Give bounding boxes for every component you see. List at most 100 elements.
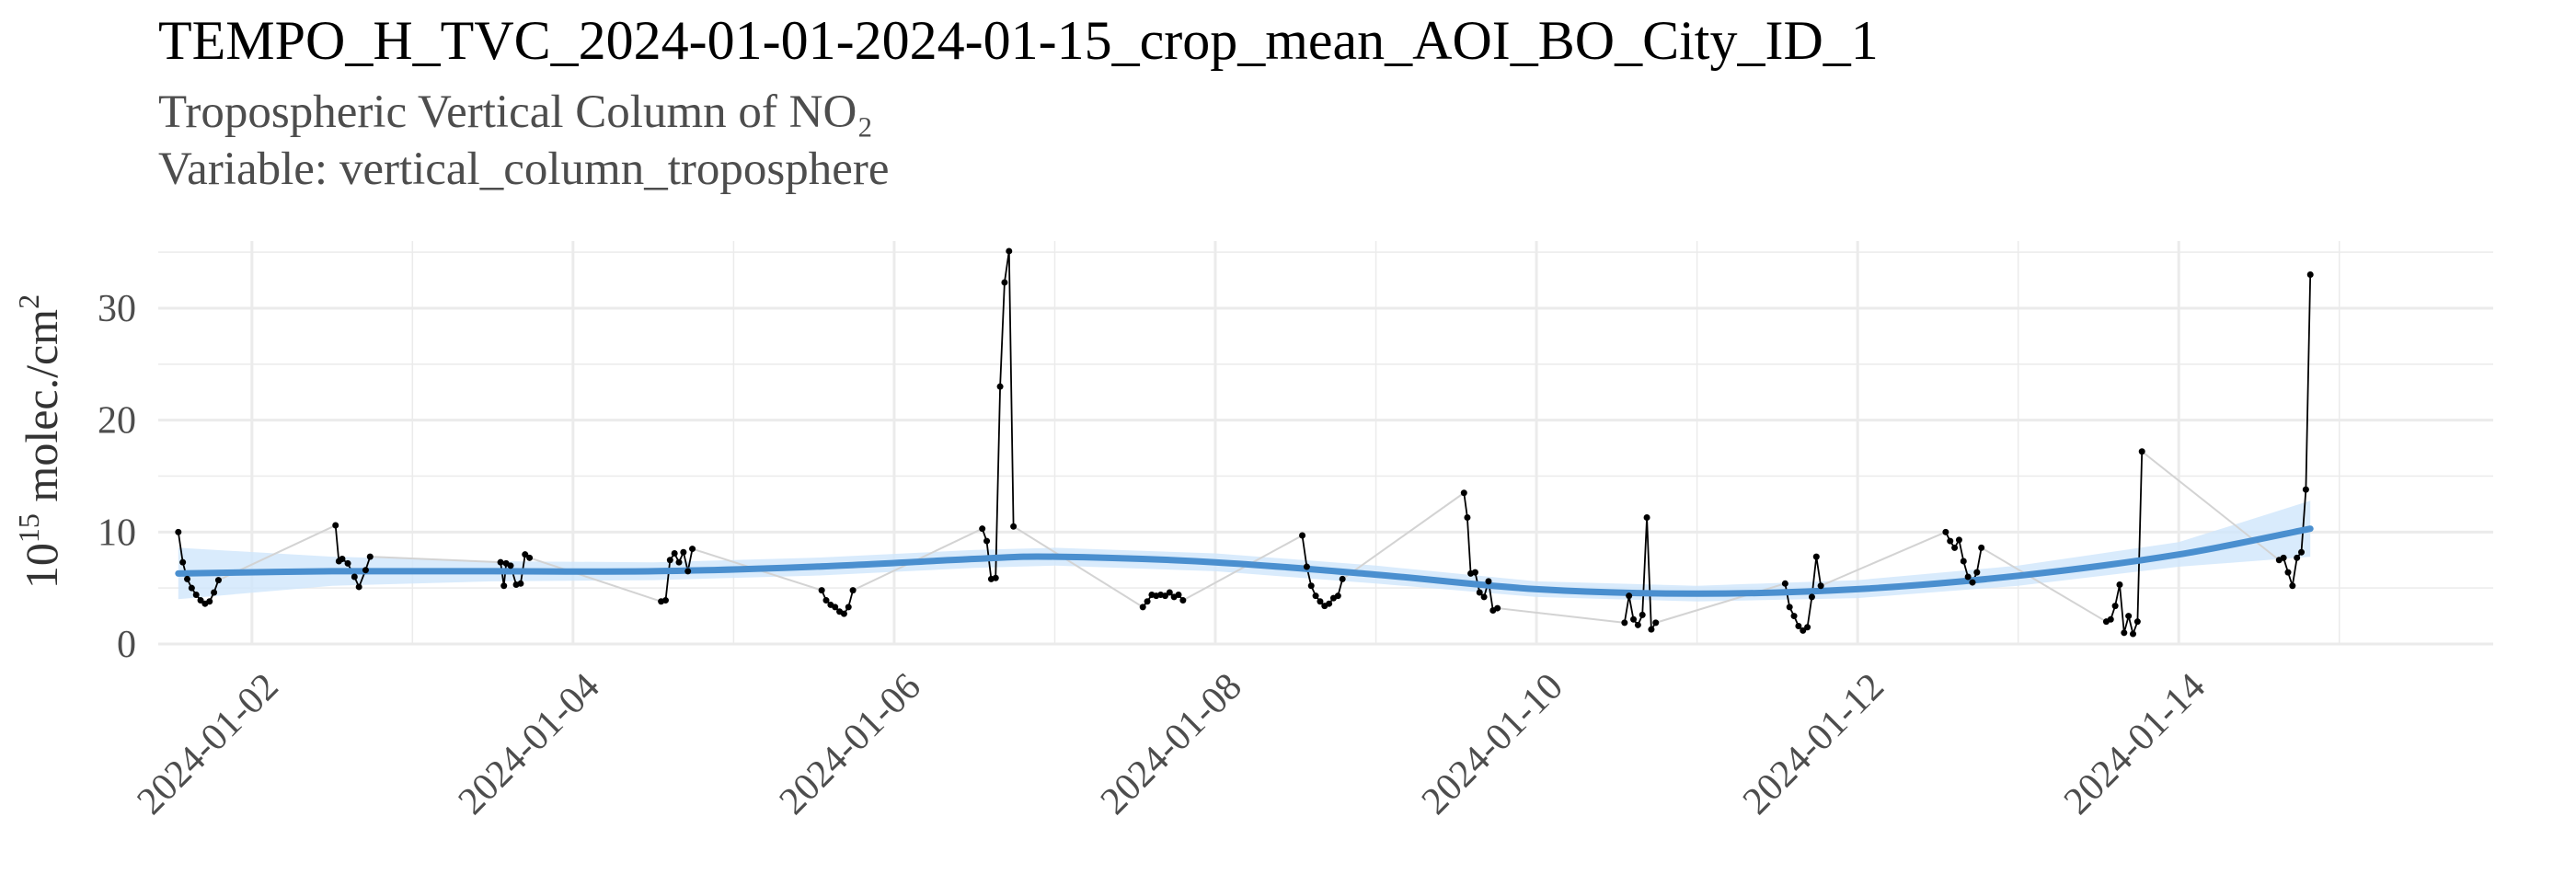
smooth-line-layer [175, 525, 2314, 597]
data-point [2302, 486, 2309, 493]
data-point [983, 537, 991, 545]
data-point [979, 525, 986, 533]
data-point [2284, 569, 2292, 576]
data-point [675, 558, 683, 566]
data-point [1800, 627, 1807, 634]
gap-connector [1013, 525, 1144, 608]
x-tick-label: 2024-01-06 [772, 665, 929, 822]
y-tick-label: 20 [98, 400, 136, 443]
data-point [1804, 624, 1811, 631]
y-tick-label: 10 [98, 512, 136, 554]
data-point [197, 597, 204, 604]
data-point [1626, 592, 1633, 600]
data-point [2298, 548, 2306, 556]
chart-title: TEMPO_H_TVC_2024-01-01-2024-01-15_crop_m… [158, 10, 1879, 71]
observation-segment [1623, 517, 1657, 632]
data-point [214, 577, 222, 584]
data-point [1001, 279, 1008, 286]
data-point [2116, 581, 2123, 589]
data-point [526, 554, 534, 561]
data-point [179, 558, 187, 566]
data-point [1630, 615, 1638, 623]
gap-connector [1820, 531, 1947, 587]
data-point [1969, 579, 1976, 586]
data-point [2130, 630, 2137, 638]
data-point [2111, 603, 2119, 610]
data-point [840, 610, 847, 617]
data-point [1790, 613, 1798, 620]
data-point [1144, 598, 1151, 605]
data-point [1006, 247, 1013, 255]
data-point [1317, 598, 1324, 605]
data-point [1652, 619, 1660, 627]
observation-segment [981, 250, 1015, 581]
grid [158, 241, 2493, 646]
x-tick-label: 2024-01-14 [2056, 665, 2214, 822]
data-point [1973, 569, 1981, 576]
data-point [1494, 604, 1501, 612]
data-point [206, 598, 213, 605]
data-point [2125, 613, 2133, 620]
data-point [1299, 532, 1306, 539]
data-point [211, 589, 218, 596]
x-tick-label: 2024-01-10 [1414, 665, 1571, 822]
data-point [1951, 544, 1959, 551]
data-point [2138, 448, 2145, 455]
confidence-band-layer [178, 500, 2311, 602]
data-point [339, 556, 346, 563]
data-point [355, 583, 362, 591]
y-axis-title: 1015 molec./cm2 [12, 294, 67, 589]
y-tick-label: 0 [117, 624, 136, 666]
confidence-band [178, 500, 2311, 602]
data-point [517, 580, 524, 587]
data-point [680, 548, 687, 556]
data-point [522, 551, 529, 558]
gap-connector [1981, 546, 2107, 623]
observation-segment [2105, 451, 2144, 638]
data-point [184, 575, 191, 582]
data-point [1303, 563, 1310, 570]
data-point [689, 546, 696, 553]
data-point [671, 549, 678, 557]
chart-subtitle: Tropospheric Vertical Column of NO₂ [158, 86, 874, 138]
gap-connector [1497, 607, 1625, 624]
data-point [818, 587, 825, 594]
data-point [1808, 593, 1815, 601]
data-point [1634, 621, 1641, 628]
data-point [366, 553, 374, 560]
data-point [1485, 578, 1492, 585]
data-point [1166, 589, 1173, 596]
data-point [1781, 580, 1788, 587]
data-point [1312, 592, 1319, 600]
data-point [1161, 592, 1168, 600]
data-point [1464, 514, 1471, 522]
data-point [849, 587, 857, 594]
data-point [1307, 582, 1315, 590]
data-point [996, 383, 1004, 390]
data-point [1010, 523, 1018, 530]
data-point [1643, 514, 1650, 522]
data-point [2121, 629, 2128, 637]
data-point [1648, 626, 1655, 633]
data-point [1812, 553, 1820, 560]
y-tick-label: 30 [98, 288, 136, 330]
data-point [1795, 623, 1802, 630]
data-points-layer [175, 247, 2314, 638]
data-point [1460, 489, 1467, 497]
data-point [1339, 575, 1346, 582]
data-point [175, 528, 182, 535]
gap-lines-layer [218, 450, 2280, 624]
data-point [497, 558, 504, 566]
data-point [1639, 611, 1646, 618]
data-point [344, 559, 351, 567]
x-tick-label: 2024-01-08 [1093, 665, 1250, 822]
data-point [2306, 271, 2314, 278]
data-point [1978, 544, 1985, 551]
data-point [1964, 573, 1972, 581]
data-point [992, 574, 999, 581]
data-point [1960, 558, 1967, 565]
data-point [332, 522, 339, 529]
data-point [192, 591, 200, 598]
data-point [1480, 593, 1488, 601]
